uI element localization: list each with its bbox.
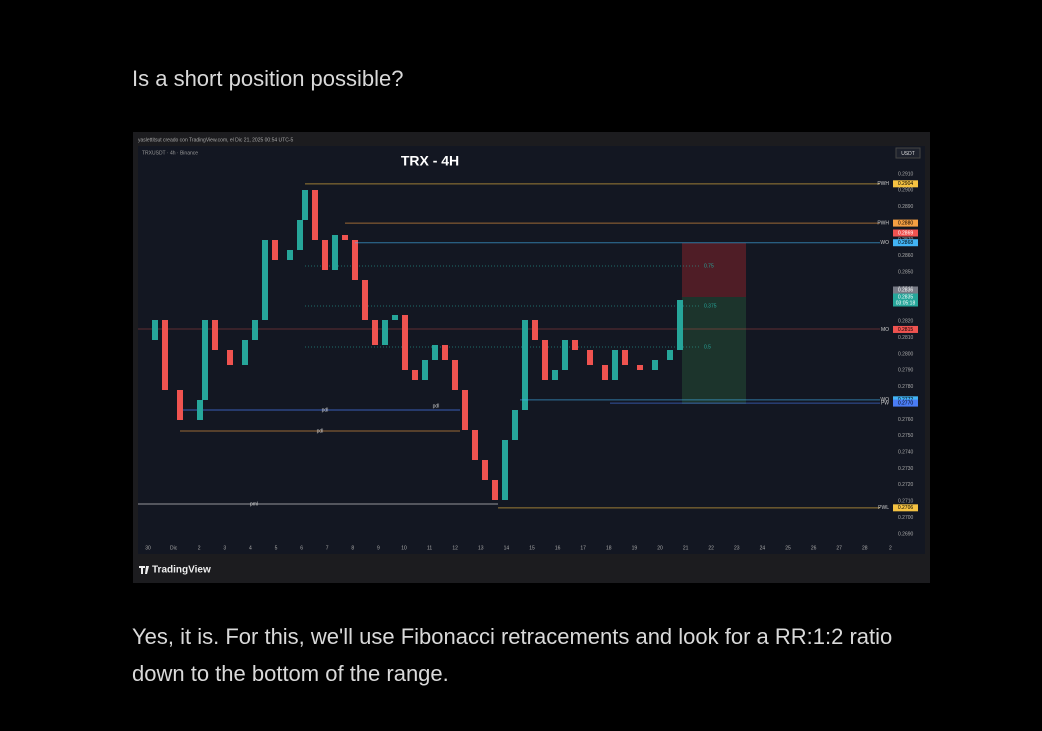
currency-box xyxy=(895,147,921,159)
date-label: 6 xyxy=(300,545,303,551)
price-label: 0.2710 xyxy=(898,499,914,505)
level-price: 0.2868 xyxy=(898,240,914,246)
plot-bg xyxy=(138,146,925,554)
date-label: 2 xyxy=(889,545,892,551)
answer: Yes, it is. For this, we'll use Fibonacc… xyxy=(132,624,893,686)
fib-label: 0.75 xyxy=(704,263,714,269)
level-label: PWL xyxy=(878,505,889,511)
line-label: pdl xyxy=(317,428,324,434)
price-badge xyxy=(893,299,918,307)
price-label: 0.2740 xyxy=(898,450,914,456)
brand-logo xyxy=(139,566,149,574)
level-badge xyxy=(893,399,918,407)
level-label: PWH xyxy=(877,220,889,226)
date-label: 9 xyxy=(377,545,380,551)
down-candles xyxy=(162,190,643,500)
chart-image: yaslettitsut creado con TradingView.com,… xyxy=(133,132,930,583)
level-badge xyxy=(893,504,918,512)
currency: USDT xyxy=(901,151,915,157)
level-price: 0.2815 xyxy=(898,327,914,333)
level-price: 0.2880 xyxy=(898,220,914,226)
price-label: 0.2780 xyxy=(898,384,914,390)
line-label: pml xyxy=(250,501,258,507)
badge-text: 03:05:18 xyxy=(896,300,916,306)
date-label: 16 xyxy=(555,545,561,551)
level-label: PW xyxy=(881,400,889,406)
price-badge xyxy=(893,293,918,301)
price-label: 0.2760 xyxy=(898,417,914,423)
price-label: 0.2800 xyxy=(898,351,914,357)
date-label: 13 xyxy=(478,545,484,551)
date-label: 28 xyxy=(862,545,868,551)
badge-text: 0.2869 xyxy=(898,230,914,236)
line-label: pdl xyxy=(322,407,329,413)
date-label: 3 xyxy=(223,545,226,551)
price-label: 0.2860 xyxy=(898,253,914,259)
price-label: 0.2820 xyxy=(898,319,914,325)
date-label: 12 xyxy=(452,545,458,551)
date-label: 23 xyxy=(734,545,740,551)
price-label: 0.2750 xyxy=(898,433,914,439)
date-label: Dic xyxy=(170,545,178,551)
date-label: 22 xyxy=(708,545,714,551)
date-label: 5 xyxy=(275,545,278,551)
price-badge xyxy=(893,286,918,294)
date-label: 8 xyxy=(351,545,354,551)
price-label: 0.2910 xyxy=(898,171,914,177)
date-label: 2 xyxy=(198,545,201,551)
level-badge xyxy=(893,239,918,247)
fib-label: 0.5 xyxy=(704,344,711,350)
date-label: 24 xyxy=(760,545,766,551)
date-label: 19 xyxy=(632,545,638,551)
date-label: 26 xyxy=(811,545,817,551)
level-label: PWH xyxy=(877,181,889,187)
date-label: 7 xyxy=(326,545,329,551)
level-badge xyxy=(893,219,918,227)
target-zone xyxy=(682,297,746,404)
badge-text: 0.2836 xyxy=(898,287,914,293)
date-label: 30 xyxy=(145,545,151,551)
date-label: 14 xyxy=(504,545,510,551)
date-label: 18 xyxy=(606,545,612,551)
level-badge xyxy=(893,180,918,188)
date-label: 10 xyxy=(401,545,407,551)
header: yaslettitsut creado con TradingView.com,… xyxy=(138,137,293,143)
price-label: 0.2690 xyxy=(898,531,914,537)
price-label: 0.2790 xyxy=(898,368,914,374)
date-label: 15 xyxy=(529,545,535,551)
price-label: 0.2900 xyxy=(898,188,914,194)
level-price: 0.2770 xyxy=(898,400,914,406)
date-label: 21 xyxy=(683,545,689,551)
price-label: 0.2810 xyxy=(898,335,914,341)
stop-zone xyxy=(682,243,746,297)
date-label: 17 xyxy=(580,545,586,551)
price-label: 0.2720 xyxy=(898,482,914,488)
level-label: MO xyxy=(881,327,889,333)
level-price: 0.2904 xyxy=(898,181,914,187)
date-label: 27 xyxy=(836,545,842,551)
date-label: 4 xyxy=(249,545,252,551)
date-label: 11 xyxy=(427,545,432,551)
date-label: 20 xyxy=(657,545,663,551)
symbol: TRXUSDT · 4h · Binance xyxy=(142,150,198,156)
level-price: 0.2706 xyxy=(898,505,914,511)
brand: TradingView xyxy=(152,565,211,576)
level-label: WO xyxy=(880,397,889,403)
price-label: 0.2890 xyxy=(898,204,914,210)
date-label: 25 xyxy=(785,545,791,551)
badge-text: 0.2835 xyxy=(898,294,914,300)
line-label: pdl xyxy=(433,403,440,409)
question: Is a short position possible? xyxy=(132,66,404,91)
level-label: WO xyxy=(880,240,889,246)
fib-label: 0.375 xyxy=(704,303,717,309)
price-label: 0.2700 xyxy=(898,515,914,521)
title: TRX - 4H xyxy=(401,153,459,169)
level-badge xyxy=(893,325,918,333)
price-badge xyxy=(893,229,918,237)
footer xyxy=(133,556,930,583)
price-label: 0.2730 xyxy=(898,466,914,472)
price-label: 0.2850 xyxy=(898,270,914,276)
